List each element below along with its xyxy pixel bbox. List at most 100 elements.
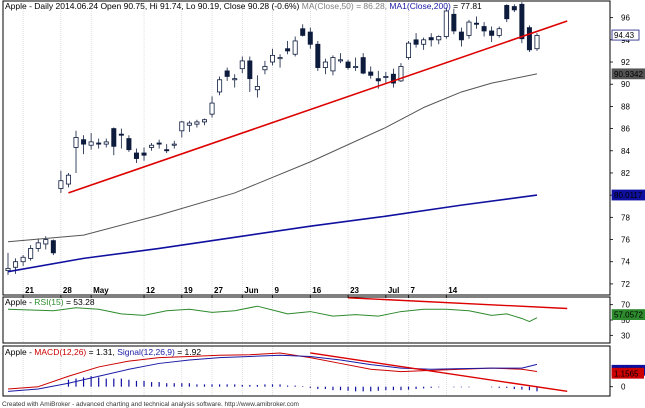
x-tick-label-12: 14 (448, 286, 457, 295)
candle-body-31 (239, 60, 245, 70)
x-tick-label-1: 28 (63, 286, 72, 295)
candle-body-34 (262, 66, 268, 71)
candle-body-41 (315, 43, 321, 68)
candle-body-44 (338, 59, 344, 62)
candle-body-53 (406, 42, 412, 58)
macd-line (7, 352, 538, 390)
candle-body-0 (5, 267, 11, 271)
rsi-line (7, 305, 538, 323)
x-tick-label-7: 9 (274, 286, 279, 295)
x-tick-label-3: 12 (146, 286, 155, 295)
candle-body-54 (413, 39, 419, 45)
grid-layer (22, 1, 447, 396)
candle-body-66 (504, 5, 510, 20)
candle-body-68 (519, 3, 525, 40)
candle-body-39 (300, 28, 306, 36)
candle-body-24 (186, 122, 192, 126)
rsi-title-part-2: = 53.28 (64, 297, 95, 307)
panel-frame-2 (2, 345, 611, 397)
x-tick-label-10: Jul (388, 286, 400, 295)
footer-credit: Created with AmiBroker - advanced charti… (2, 401, 299, 408)
price-value-box-1 (611, 68, 645, 80)
price-value-box-2 (611, 189, 645, 201)
candle-body-15 (118, 133, 124, 136)
candle-body-2 (20, 256, 26, 263)
chart-marks (5, 2, 568, 393)
price-trendline (68, 20, 568, 194)
candle-body-20 (156, 142, 162, 145)
candle-body-36 (277, 57, 283, 60)
y-tick-label-3: 78 (621, 213, 630, 222)
candle-body-37 (285, 48, 291, 52)
y-tick-label-12: 96 (621, 14, 630, 23)
macd-trendline (310, 352, 568, 393)
y-tick-label-7: 86 (621, 125, 630, 134)
rsi-title-part-0: Apple - (5, 297, 32, 307)
macd-y-tick-label-0: 0 (621, 383, 626, 392)
candle-body-10 (81, 139, 87, 145)
candle-body-40 (307, 31, 313, 45)
candle-body-21 (164, 149, 170, 152)
candle-body-67 (511, 6, 517, 11)
y-tick-label-2: 76 (621, 236, 630, 245)
candle-body-4 (35, 242, 41, 249)
price-title-part-0: Apple - Daily 2014.06.24 Open 90.75, Hi … (5, 1, 300, 11)
macd-title-part-3: Signal(12,26,9) (115, 347, 175, 357)
candle-body-64 (489, 30, 495, 36)
candle-body-25 (194, 121, 200, 125)
rsi-y-tick-label-0: 30 (621, 331, 630, 340)
candle-body-58 (443, 10, 449, 37)
rsi-trendline (348, 297, 568, 310)
candle-body-57 (436, 36, 442, 41)
candle-body-62 (474, 22, 480, 25)
candle-body-32 (247, 60, 253, 80)
y-tick-label-9: 90 (621, 80, 630, 89)
candle-body-26 (201, 119, 207, 123)
macd-title-part-4: = 1.92 (175, 347, 202, 357)
rsi-value-box-0 (611, 309, 645, 320)
candle-body-14 (111, 128, 117, 147)
candle-body-27 (209, 102, 215, 115)
candle-body-28 (217, 79, 223, 93)
rsi-title-part-1: RSI(15) (32, 297, 64, 307)
price-title-part-2: MA1(Close,200) (387, 1, 451, 11)
candle-body-69 (526, 27, 532, 51)
candle-body-9 (73, 137, 79, 148)
candle-body-3 (28, 248, 34, 259)
candle-body-35 (269, 54, 275, 63)
candle-body-7 (58, 180, 64, 189)
candle-body-19 (149, 144, 155, 148)
candle-body-61 (466, 21, 472, 36)
candle-body-52 (398, 66, 404, 82)
price-title-part-1: MA(Close,50) = 86.28, (299, 1, 387, 11)
x-tick-label-9: 23 (350, 286, 359, 295)
candle-body-16 (126, 138, 132, 151)
panel-frames (2, 0, 611, 397)
price-title-part-3: = 77.81 (451, 1, 482, 11)
y-tick-label-10: 92 (621, 58, 630, 67)
candle-body-59 (451, 13, 457, 32)
candle-body-42 (322, 61, 328, 68)
candle-body-50 (383, 76, 389, 78)
x-tick-label-4: 19 (184, 286, 193, 295)
candle-body-11 (88, 141, 94, 146)
ma50-line (7, 73, 538, 243)
macd-value-label-1: 1.1565 (614, 369, 639, 378)
price-value-label-1: 90.9342 (614, 70, 643, 79)
x-tick-label-8: 16 (312, 286, 321, 295)
candle-body-38 (292, 40, 298, 55)
price-value-label-0: 94.43 (614, 31, 635, 40)
candle-body-49 (375, 78, 381, 82)
candle-body-1 (13, 261, 19, 268)
candle-body-55 (421, 39, 427, 45)
macd-title-part-2: = 1.31, (86, 347, 115, 357)
candle-body-17 (133, 152, 139, 159)
macd-title-part-0: Apple - (5, 347, 32, 357)
candle-body-6 (50, 240, 56, 254)
rsi-y-tick-label-2: 70 (621, 301, 630, 310)
macd-title: Apple - MACD(12,26) = 1.31, Signal(12,26… (5, 347, 201, 357)
y-tick-label-6: 84 (621, 147, 630, 156)
macd-title-part-1: MACD(12,26) (32, 347, 86, 357)
candle-body-47 (360, 57, 366, 74)
